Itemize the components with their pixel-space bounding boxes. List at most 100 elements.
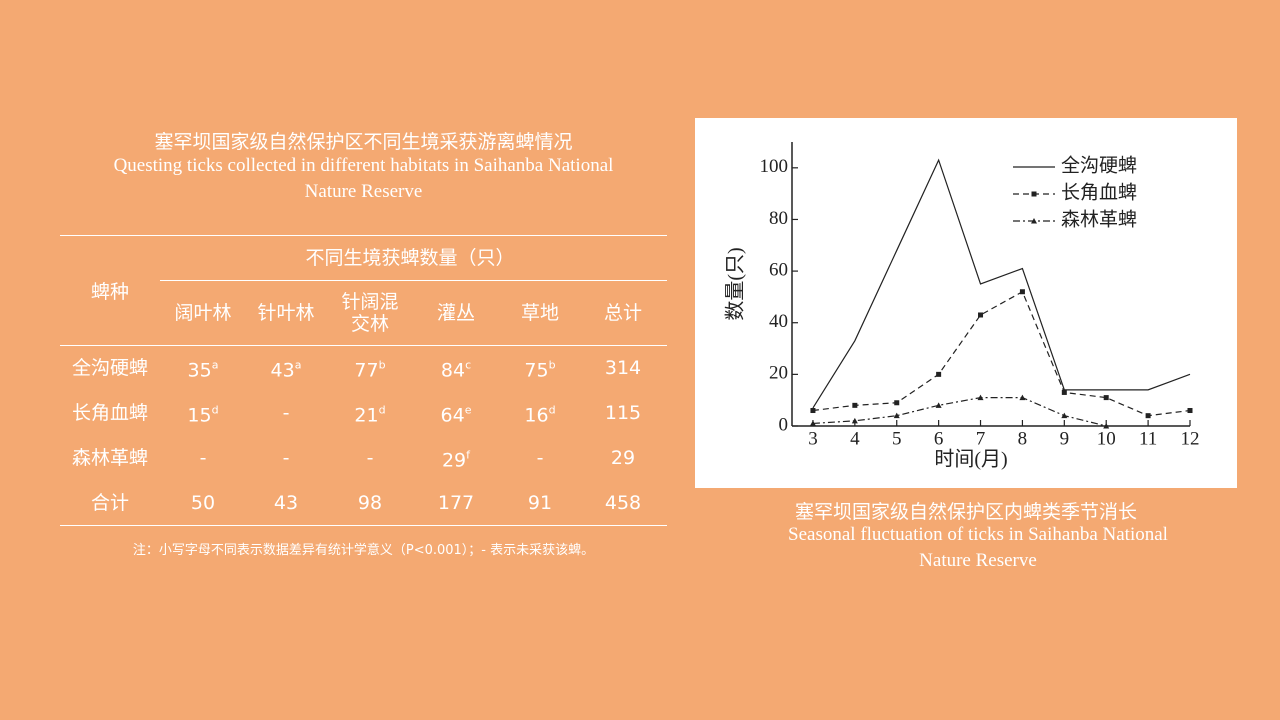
cell-superscript: a [211,358,219,372]
marker [978,312,984,318]
marker [1103,395,1109,401]
table-cell: - [200,447,207,469]
rule [60,345,667,346]
x-tick-label: 9 [1060,428,1070,449]
marker [1019,394,1026,401]
table-title-cn: 塞罕坝国家级自然保护区不同生境采获游离蜱情况 [154,131,573,153]
table-cell: 50 [191,492,215,514]
chart-caption-en: Seasonal fluctuation of ticks in Saihanb… [788,524,1168,571]
cell-superscript: d [548,403,556,417]
cell-value: 314 [604,357,642,379]
marker [936,371,942,377]
chart-caption-cn: 塞罕坝国家级自然保护区内蜱类季节消长 [794,501,1137,523]
cell-value: 16 [524,404,549,427]
table-cell: 29 [611,447,635,469]
cell-value: 458 [604,492,642,514]
x-tick-label: 7 [976,428,986,449]
row-header: 蜱种 [90,281,130,303]
legend-marker [1031,191,1037,197]
cell-value: 115 [604,402,642,424]
table-cell: 43a [271,355,302,382]
table-cell: - [283,402,290,424]
table-cell: 314 [605,357,641,379]
table-title-en: Questing ticks collected in different ha… [113,155,614,202]
marker [1145,413,1151,419]
cell-value: 64 [440,404,465,427]
x-tick-label: 11 [1139,428,1157,449]
rule [60,525,667,526]
table-cell: 75b [524,355,555,382]
cell-value: - [366,447,374,469]
table-cell: 43 [274,492,298,514]
cell-superscript: e [464,403,472,417]
marker [810,408,816,414]
cell-value: 77 [354,359,379,382]
marker [1103,423,1110,429]
column-header: 草地 [520,302,560,324]
cell-superscript: b [378,358,386,372]
cell-value: 84 [440,359,466,382]
table-cell: 15d [187,400,218,427]
x-tick-label: 8 [1018,428,1028,449]
legend-marker [1031,218,1037,224]
table-cell: 77b [354,355,385,382]
group-header: 不同生境获蜱数量（只） [305,247,515,269]
cell-value: - [282,447,290,469]
row-name: 合计 [90,492,130,514]
table-cell: 35a [188,355,219,382]
marker [935,402,942,408]
x-axis-label: 时间(月) [934,448,1007,471]
legend-label: 全沟硬蜱 [1061,154,1137,176]
cell-superscript: f [466,448,471,462]
marker [894,400,900,406]
marker [851,417,858,424]
table-cell: 21d [354,400,385,427]
cell-superscript: d [378,403,386,417]
legend-label: 森林革蜱 [1061,208,1137,230]
table-cell: 98 [358,492,382,514]
cell-value: 177 [437,492,475,514]
column-header: 针阔混交林 [341,291,399,335]
table-cell: - [367,447,374,469]
series-line [812,397,1107,427]
table-cell: 177 [438,492,474,514]
column-header: 针叶林 [257,302,315,324]
y-tick-label: 20 [769,363,788,384]
cell-value: 98 [357,492,383,514]
cell-value: 75 [524,359,549,382]
x-tick-label: 5 [892,428,902,449]
series-line [812,290,1191,417]
cell-superscript: d [211,403,219,417]
rule [60,235,667,236]
cell-superscript: a [294,358,302,372]
table-cell: 64e [441,400,472,427]
marker [1061,412,1068,419]
marker [852,402,858,408]
table-cell: 84c [441,355,471,382]
cell-value: - [536,447,544,469]
marker [1187,408,1193,414]
table-cell: 91 [528,492,552,514]
cell-superscript: b [548,358,556,372]
x-tick-label: 6 [934,428,944,449]
table-cell: 115 [605,402,641,424]
x-tick-label: 3 [808,428,818,449]
cell-value: 21 [354,404,379,427]
table-cell: - [283,447,290,469]
table-cell: 16d [524,400,555,427]
table-note: 注：小写字母不同表示数据差异有统计学意义（P<0.001）；- 表示未采获该蜱。 [132,543,595,558]
row-name: 长角血蜱 [71,402,149,424]
column-header: 阔叶林 [174,302,232,324]
chart: 时间(月) 数量(只) 0 20 40 60 80 100 3 4 5 6 7 8 9 10 11 12 全沟硬… [695,118,1237,488]
x-tick-label: 4 [850,428,860,449]
cell-value: 91 [527,492,553,514]
cell-value: 50 [190,492,216,514]
cell-value: 29 [610,447,636,469]
y-tick-label: 60 [769,259,788,280]
x-tick-label: 10 [1097,428,1116,449]
marker [1061,389,1067,395]
y-tick-label: 40 [769,311,788,332]
table-cell: - [537,447,544,469]
column-header: 总计 [603,302,643,324]
